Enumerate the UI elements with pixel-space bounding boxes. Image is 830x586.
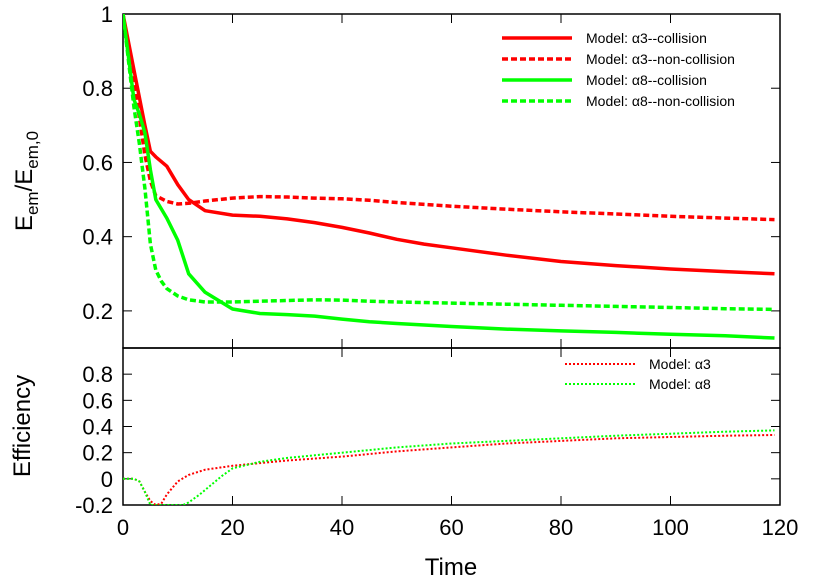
top-y-tick-label: 0.6 [82,150,113,175]
series-line-1 [123,14,775,222]
legend-label-2: Model: α8--collision [586,72,707,88]
legend-label-1: Model: α3--non-collision [586,51,735,67]
x-tick-label: 60 [439,515,463,540]
bottom-y-axis-title: Efficiency [9,375,36,477]
x-tick-label: 20 [220,515,244,540]
series-line-0 [123,14,775,276]
series-line-0 [123,434,775,505]
bottom-y-tick-label: 0.4 [82,415,113,440]
x-tick-label: 120 [762,515,799,540]
bottom-y-tick-label: 0.8 [82,362,113,387]
bottom-y-tick-label: -0.2 [75,493,113,518]
top-y-tick-label: 0.4 [82,225,113,250]
top-y-axis-title: Eem/Eem,0 [11,131,42,231]
legend-label-0: Model: α3 [649,356,711,372]
x-tick-label: 100 [652,515,689,540]
top-legend: Model: α3--collision Model: α3--non-colli… [502,30,735,109]
bottom-y-tick-label: 0 [101,467,113,492]
x-tick-label: 40 [330,515,354,540]
bottom-y-tick-label: 0.6 [82,388,113,413]
legend-label-0: Model: α3--collision [586,30,707,46]
top-y-tick-label: 1 [101,2,113,27]
series-line-3 [123,14,775,312]
top-y-tick-label: 0.8 [82,76,113,101]
bottom-legend: Model: α3 Model: α8 [565,356,711,392]
legend-label-1: Model: α8 [649,376,711,392]
bottom-series-group [123,429,775,505]
series-line-2 [123,14,775,340]
x-tick-label: 0 [117,515,129,540]
x-tick-label: 80 [549,515,573,540]
top-y-tick-label: 0.2 [82,299,113,324]
x-axis-title: Time [425,554,477,581]
legend-label-3: Model: α8--non-collision [586,93,735,109]
top-series-group [123,14,775,340]
bottom-y-tick-label: 0.2 [82,441,113,466]
bottom-axis-ticks: -0.200.20.40.60.80 20 40 60 80 100 120 [75,348,798,540]
series-line-1 [123,429,775,505]
